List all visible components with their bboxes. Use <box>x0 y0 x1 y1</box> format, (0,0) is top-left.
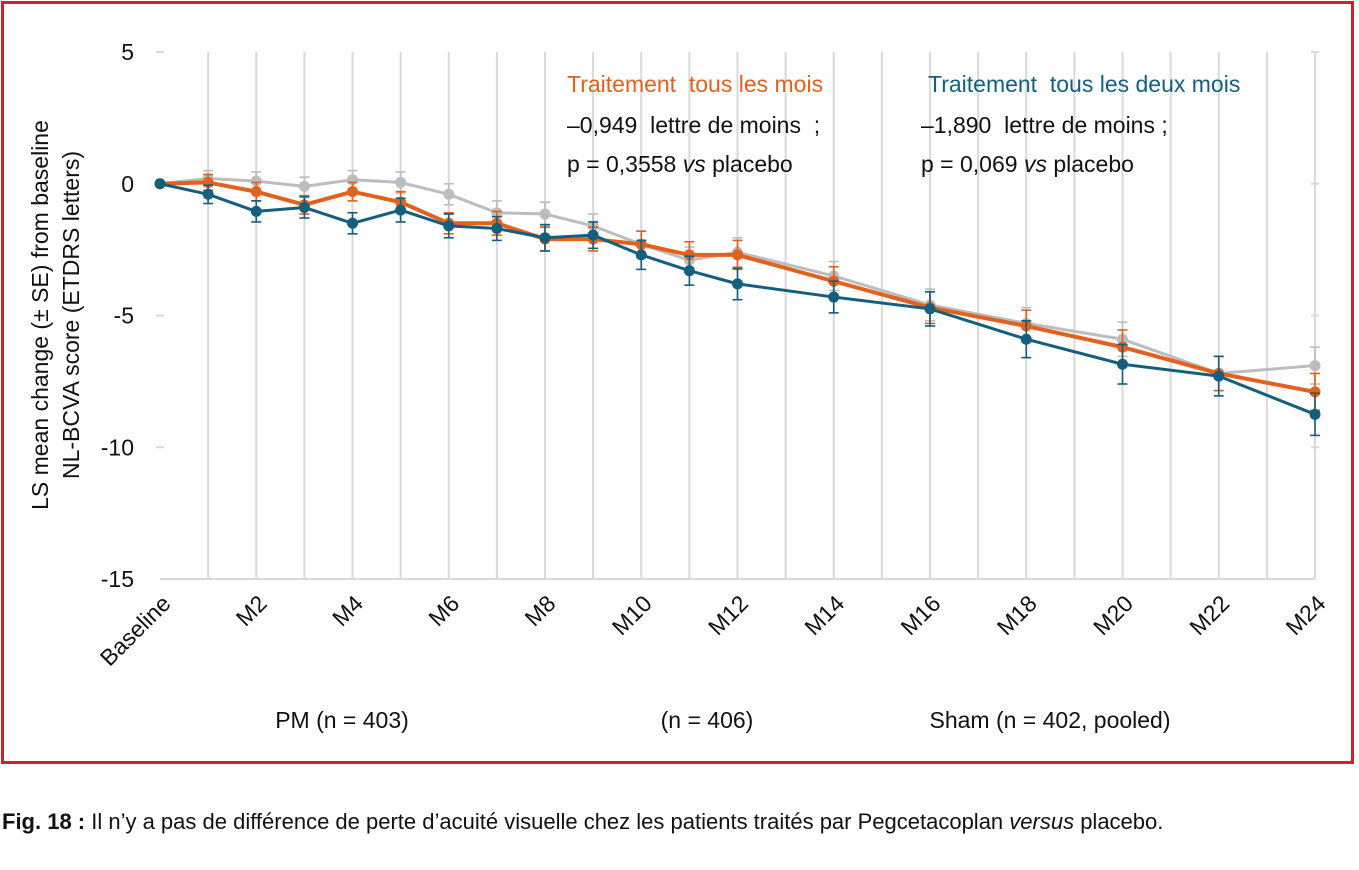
data-point <box>1309 408 1321 420</box>
data-point <box>250 175 262 187</box>
footer-label-n406: (n = 406) <box>661 707 754 733</box>
data-point <box>395 176 407 188</box>
x-tick-label: M4 <box>327 590 368 631</box>
data-point <box>347 186 358 198</box>
data-point <box>1213 370 1225 382</box>
y-axis-label-line1: LS mean change (± SE) from baseline <box>27 120 53 510</box>
data-point <box>395 204 407 216</box>
data-point <box>298 201 310 213</box>
data-point <box>1117 358 1128 370</box>
series-2 <box>154 178 1321 437</box>
annotation-bimonthly-line2: p = 0,069 vs placebo <box>921 151 1134 177</box>
data-point <box>154 178 166 190</box>
data-point <box>347 217 358 229</box>
y-tick-label: -5 <box>114 303 134 329</box>
annotation-monthly-line2: p = 0,3558 vs placebo <box>567 151 793 177</box>
x-tick-label: M8 <box>520 590 561 631</box>
y-tick-labels: 5 0 -5 -10 -15 <box>101 39 134 592</box>
data-point <box>491 223 503 235</box>
x-tick-label: M22 <box>1184 590 1234 640</box>
y-tick-label: 5 <box>121 39 134 65</box>
data-point <box>539 232 551 244</box>
annotation-bimonthly-line1: –1,890 lettre de moins ; <box>921 112 1168 138</box>
gridlines <box>156 51 1319 580</box>
data-point <box>539 208 551 220</box>
data-point <box>1020 333 1032 345</box>
data-point <box>202 188 214 200</box>
data-point <box>250 186 262 198</box>
data-point <box>443 188 455 200</box>
data-point <box>683 249 695 261</box>
data-point <box>924 303 936 315</box>
annotation-bimonthly-title: Traitement tous les deux mois <box>928 71 1240 97</box>
x-tick-label: M2 <box>231 590 272 631</box>
series-group <box>154 169 1321 437</box>
x-tick-label: M12 <box>703 590 753 640</box>
x-tick-label: M18 <box>992 590 1042 640</box>
footer-label-pm: PM (n = 403) <box>275 707 409 733</box>
y-tick-label: -15 <box>101 566 134 592</box>
data-point <box>443 220 455 232</box>
data-point <box>732 278 743 290</box>
line-chart: 5 0 -5 -10 -15 Baseline M2 M4 M6 M8 M10 M12 M14 M16 M… <box>27 39 1331 733</box>
data-point <box>1309 360 1321 372</box>
y-tick-label: -10 <box>101 434 134 460</box>
data-point <box>683 265 695 277</box>
data-point <box>828 291 840 303</box>
y-axis-label-line2: NL-BCVA score (ETDRS letters) <box>58 151 84 479</box>
chart-frame <box>1 1 1354 764</box>
caption-text: Il n’y a pas de différence de perte d’ac… <box>85 809 1010 834</box>
caption-label: Fig. 18 : <box>2 809 86 834</box>
annotation-monthly-title: Traitement tous les mois <box>567 71 823 97</box>
data-point <box>635 249 647 261</box>
x-tick-label: M20 <box>1088 590 1138 640</box>
data-point <box>250 205 262 217</box>
annotation-monthly-line1: –0,949 lettre de moins ; <box>567 112 820 138</box>
figure-caption: Fig. 18 : Il n’y a pas de différence de … <box>2 805 1352 839</box>
data-point <box>298 180 310 192</box>
x-tick-label: M10 <box>607 590 657 640</box>
data-point <box>1309 386 1321 398</box>
y-tick-label: 0 <box>121 171 134 197</box>
caption-text2: placebo. <box>1074 809 1164 834</box>
data-point <box>587 229 599 241</box>
x-tick-label: M16 <box>896 590 946 640</box>
data-point <box>732 249 743 261</box>
x-tick-label: M24 <box>1281 590 1331 640</box>
x-tick-label: Baseline <box>95 590 176 671</box>
x-tick-label: M14 <box>799 590 849 640</box>
caption-italic: versus <box>1009 809 1075 834</box>
x-tick-labels: Baseline M2 M4 M6 M8 M10 M12 M14 M16 M18 M20 M22 M24 <box>95 590 1331 671</box>
x-tick-label: M6 <box>423 590 464 631</box>
footer-label-sham: Sham (n = 402, pooled) <box>929 707 1170 733</box>
